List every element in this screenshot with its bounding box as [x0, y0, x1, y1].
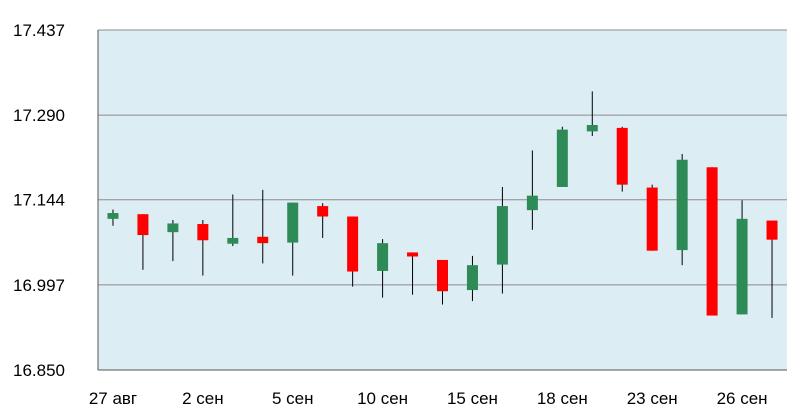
- candle-7: [317, 203, 329, 238]
- x-tick-label: 27 авг: [89, 389, 137, 408]
- candle-body-down: [197, 224, 209, 241]
- x-axis-labels: 27 авг 2 сен 5 сен 10 сен 15 сен 18 сен 23 сен…: [89, 389, 768, 408]
- x-tick-label: 26 сен: [717, 389, 768, 408]
- candle-11: [437, 259, 448, 305]
- candle-body-up: [466, 265, 478, 291]
- candle-10: [407, 252, 419, 295]
- candle-body-up: [556, 129, 568, 187]
- candle-22: [766, 220, 778, 318]
- candle-17: [616, 126, 628, 192]
- candle-13: [496, 186, 508, 294]
- candle-21: [736, 200, 748, 315]
- axes: [97, 30, 787, 371]
- candle-body-down: [347, 216, 359, 272]
- y-tick-label: 17.144: [13, 191, 65, 210]
- candle-6: [287, 202, 299, 276]
- candle-5: [257, 189, 269, 264]
- candles: [107, 91, 778, 318]
- candle-4: [227, 194, 239, 247]
- x-tick-label: 10 сен: [357, 389, 408, 408]
- candle-9: [377, 239, 389, 298]
- candle-16: [586, 91, 598, 136]
- x-tick-label: 15 сен: [447, 389, 498, 408]
- candle-3: [197, 219, 209, 276]
- candle-body-up: [586, 124, 598, 132]
- candle-body-up: [526, 195, 538, 211]
- candle-body-up: [167, 223, 179, 233]
- candle-body-down: [706, 167, 718, 316]
- candle-body-down: [317, 206, 329, 217]
- y-tick-label: 17.290: [13, 106, 65, 125]
- candle-20: [706, 167, 718, 316]
- candle-14: [526, 150, 538, 230]
- candle-0: [107, 209, 119, 226]
- candle-body-up: [107, 213, 119, 219]
- x-tick-label: 2 сен: [182, 389, 224, 408]
- y-tick-label: 16.997: [13, 276, 65, 295]
- candle-19: [676, 153, 688, 266]
- candle-body-up: [736, 218, 748, 315]
- candle-body-down: [766, 220, 778, 240]
- candle-body-up: [676, 159, 688, 251]
- x-tick-label: 5 сен: [272, 389, 314, 408]
- x-tick-label: 18 сен: [537, 389, 588, 408]
- candle-body-down: [616, 127, 628, 185]
- y-tick-label: 16.850: [13, 361, 65, 380]
- candle-body-down: [437, 259, 448, 292]
- candle-2: [167, 219, 179, 262]
- candle-body-down: [407, 252, 419, 257]
- candle-body-up: [287, 202, 299, 243]
- candle-8: [347, 216, 359, 287]
- candle-body-up: [496, 206, 508, 265]
- candle-body-up: [227, 237, 239, 244]
- candle-12: [466, 255, 478, 302]
- y-axis-labels: 17.437 17.290 17.144 16.997 16.850: [13, 21, 65, 380]
- candle-body-down: [257, 236, 269, 244]
- x-tick-label: 23 сен: [627, 389, 678, 408]
- candle-body-down: [137, 214, 149, 236]
- candle-18: [646, 184, 658, 251]
- y-tick-label: 17.437: [13, 21, 65, 40]
- candle-1: [137, 214, 149, 270]
- candle-body-down: [646, 187, 658, 251]
- candle-body-up: [377, 243, 389, 271]
- candle-15: [556, 126, 568, 187]
